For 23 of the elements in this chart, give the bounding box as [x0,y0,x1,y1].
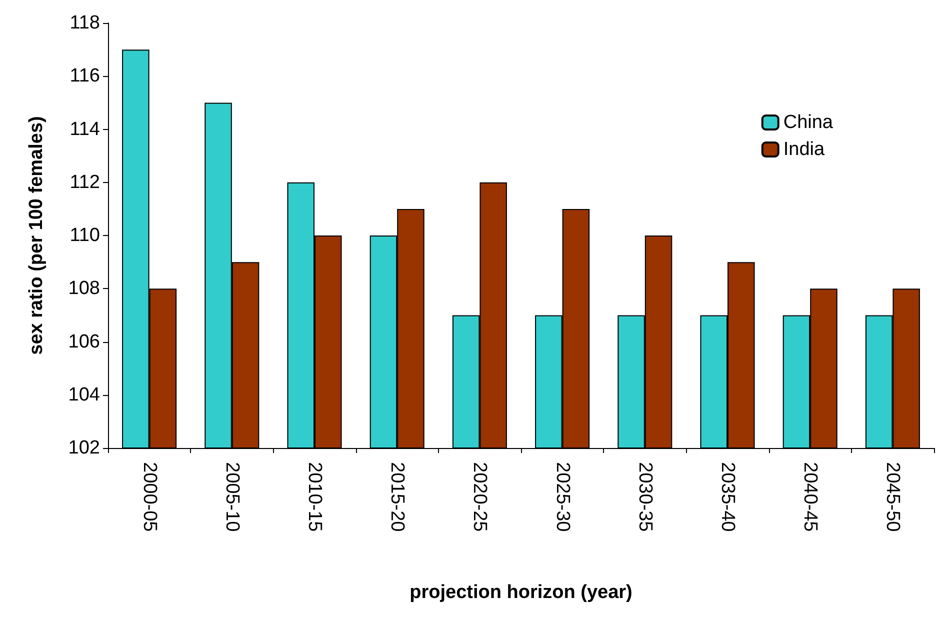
x-tick-label: 2010-15 [304,462,325,532]
y-tick-label: 112 [70,172,100,193]
x-tick-label: 2045-50 [882,462,904,532]
x-tick-label: 2030-35 [634,462,656,532]
y-tick-label: 108 [68,278,100,300]
y-tick-label: 118 [70,12,100,34]
y-tick-label: 106 [68,331,100,352]
x-tick-label: 2040-45 [800,462,821,532]
x-tick-label: 2015-20 [386,462,408,532]
y-tick-label: 110 [70,225,100,246]
legend-label: China [783,112,834,133]
y-tick-label: 102 [68,438,100,458]
y-tick-label: 116 [70,66,100,87]
x-tick-label: 2035-40 [717,462,738,532]
x-tick-label: 2025-30 [552,462,573,532]
x-tick-label: 2020-25 [469,462,490,532]
y-axis-title: sex ratio (per 100 females) [26,116,47,355]
x-tick-label: 2000-05 [138,462,160,532]
x-axis-title: projection horizon (year) [410,582,632,603]
y-tick-label: 114 [70,118,100,140]
legend-label: India [783,139,825,160]
y-tick-label: 104 [68,384,100,406]
x-tick-label: 2005-10 [221,462,242,532]
